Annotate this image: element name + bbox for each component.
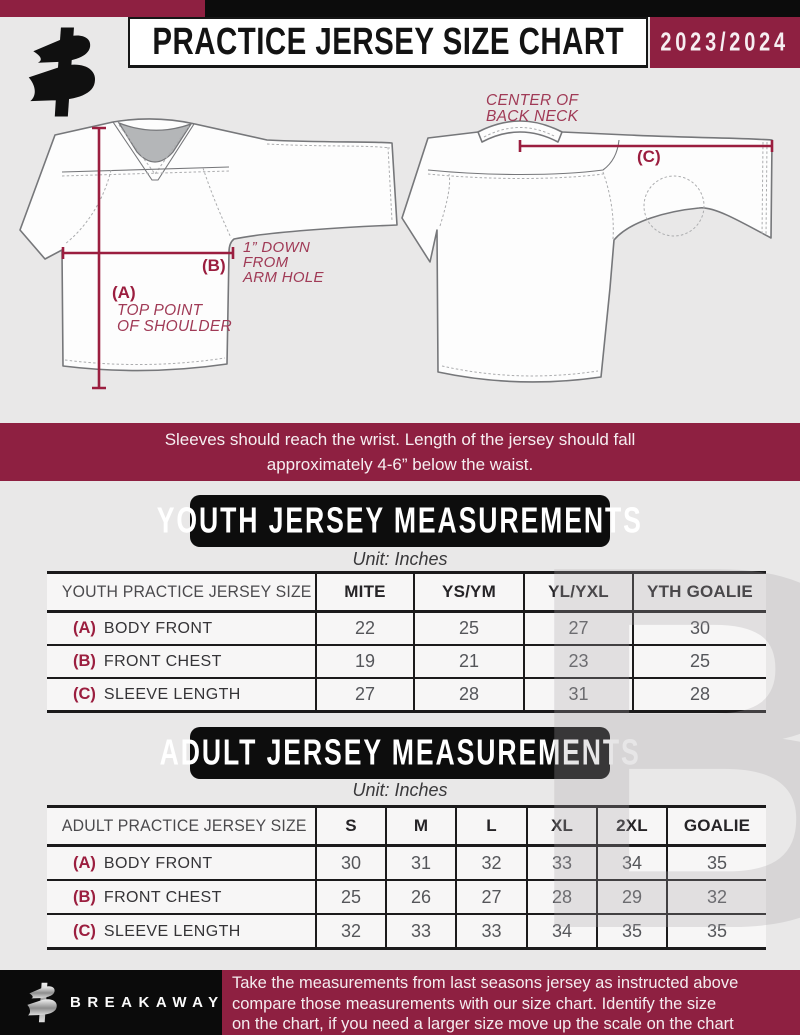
footer-note-line-3: on the chart, if you need a larger size … bbox=[232, 1015, 734, 1033]
table-cell: 35 bbox=[597, 914, 668, 950]
table-cell: 31 bbox=[524, 678, 634, 713]
footer-note-line-1: Take the measurements from last seasons … bbox=[232, 974, 739, 992]
table-row: (C) SLEEVE LENGTH 32 33 33 34 35 35 bbox=[47, 914, 766, 950]
column-header: GOALIE bbox=[667, 806, 766, 847]
row-header: (C) SLEEVE LENGTH bbox=[47, 914, 317, 950]
column-header: XL bbox=[527, 806, 598, 847]
adult-header-row: ADULT PRACTICE JERSEY SIZE S M L XL 2XL … bbox=[47, 806, 766, 847]
fit-note-line-1: Sleeves should reach the wrist. Length o… bbox=[164, 430, 636, 449]
column-header: S bbox=[316, 806, 387, 847]
measure-a-caption: TOP POINT OF SHOULDER bbox=[117, 302, 232, 335]
adult-section-heading-box: ADULT JERSEY MEASUREMENTS bbox=[159, 727, 639, 779]
table-cell: 29 bbox=[597, 880, 668, 915]
table-cell: 33 bbox=[456, 914, 528, 950]
footer: BREAKAWAY Take the measurements from las… bbox=[0, 970, 800, 1035]
measure-b-caption: 1” DOWN FROM ARM HOLE bbox=[243, 239, 324, 286]
page-title: PRACTICE JERSEY SIZE CHART bbox=[152, 20, 624, 63]
table-cell: 32 bbox=[456, 845, 528, 881]
table-cell: 35 bbox=[667, 845, 766, 881]
table-cell: 28 bbox=[633, 678, 766, 713]
page-title-box: PRACTICE JERSEY SIZE CHART bbox=[128, 17, 648, 68]
table-cell: 30 bbox=[316, 845, 387, 881]
table-row: (B) FRONT CHEST 19 21 23 25 bbox=[47, 645, 766, 679]
fit-note-banner: Sleeves should reach the wrist. Length o… bbox=[0, 423, 800, 481]
column-header: M bbox=[386, 806, 457, 847]
table-cell: 34 bbox=[527, 914, 598, 950]
breakaway-logo-icon bbox=[27, 982, 57, 1023]
table-row: (B) FRONT CHEST 25 26 27 28 29 32 bbox=[47, 880, 766, 915]
youth-header-row: YOUTH PRACTICE JERSEY SIZE MITE YS/YM YL… bbox=[47, 572, 766, 613]
table-cell: 23 bbox=[524, 645, 634, 679]
youth-unit-label: Unit: Inches bbox=[352, 549, 448, 569]
table-cell: 30 bbox=[633, 611, 766, 646]
table-cell: 25 bbox=[316, 880, 387, 915]
table-cell: 31 bbox=[386, 845, 457, 881]
table-row: (A) BODY FRONT 22 25 27 30 bbox=[47, 611, 766, 646]
footer-note: Take the measurements from last seasons … bbox=[222, 970, 800, 1035]
table-cell: 32 bbox=[316, 914, 387, 950]
adult-section-heading: ADULT JERSEY MEASUREMENTS bbox=[159, 732, 641, 773]
table-cell: 27 bbox=[456, 880, 528, 915]
back-jersey-diagram bbox=[401, 120, 774, 383]
table-cell: 28 bbox=[527, 880, 598, 915]
footer-brand-panel: BREAKAWAY bbox=[0, 970, 222, 1035]
table-cell: 27 bbox=[524, 611, 634, 646]
column-header: YTH GOALIE bbox=[633, 572, 766, 613]
season-badge: 2023/2024 bbox=[650, 17, 800, 68]
table-cell: 35 bbox=[667, 914, 766, 950]
column-header: 2XL bbox=[597, 806, 668, 847]
table-cell: 33 bbox=[386, 914, 457, 950]
table-row: (C) SLEEVE LENGTH 27 28 31 28 bbox=[47, 678, 766, 713]
fit-note-line-2: approximately 4-6” below the waist. bbox=[266, 455, 534, 474]
front-jersey-diagram bbox=[19, 118, 398, 390]
column-header: L bbox=[456, 806, 528, 847]
table-row: (A) BODY FRONT 30 31 32 33 34 35 bbox=[47, 845, 766, 881]
table-cell: 28 bbox=[414, 678, 525, 713]
table-cell: 33 bbox=[527, 845, 598, 881]
table-cell: 32 bbox=[667, 880, 766, 915]
measure-b-label: (B) bbox=[202, 256, 226, 275]
table-cell: 34 bbox=[597, 845, 668, 881]
season-label: 2023/2024 bbox=[660, 27, 790, 56]
table-cell: 19 bbox=[316, 645, 415, 679]
youth-section-heading: YOUTH JERSEY MEASUREMENTS bbox=[157, 500, 643, 541]
youth-section-heading-box: YOUTH JERSEY MEASUREMENTS bbox=[157, 495, 641, 547]
table-cell: 27 bbox=[316, 678, 415, 713]
adult-size-table: ADULT PRACTICE JERSEY SIZE S M L XL 2XL … bbox=[47, 805, 766, 950]
row-header: (B) FRONT CHEST bbox=[47, 645, 317, 679]
measure-c-label: (C) bbox=[637, 147, 661, 166]
measure-c-caption: CENTER OF BACK NECK bbox=[486, 92, 579, 125]
column-header: MITE bbox=[316, 572, 415, 613]
table-cell: 21 bbox=[414, 645, 525, 679]
row-header: (B) FRONT CHEST bbox=[47, 880, 317, 915]
top-bar-maroon bbox=[0, 0, 205, 17]
table-cell: 25 bbox=[414, 611, 525, 646]
table-cell: 25 bbox=[633, 645, 766, 679]
youth-size-table: YOUTH PRACTICE JERSEY SIZE MITE YS/YM YL… bbox=[47, 571, 766, 713]
brand-name: BREAKAWAY bbox=[70, 994, 225, 1011]
row-header: (A) BODY FRONT bbox=[47, 611, 317, 646]
column-header: YOUTH PRACTICE JERSEY SIZE bbox=[47, 572, 317, 613]
footer-note-line-2: compare those measurements with our size… bbox=[232, 994, 717, 1013]
row-header: (A) BODY FRONT bbox=[47, 845, 317, 881]
breakaway-logo-icon bbox=[28, 27, 96, 117]
adult-unit-label: Unit: Inches bbox=[352, 780, 448, 800]
measure-a-label: (A) bbox=[112, 283, 136, 302]
column-header: YS/YM bbox=[414, 572, 525, 613]
table-cell: 26 bbox=[386, 880, 457, 915]
column-header: ADULT PRACTICE JERSEY SIZE bbox=[47, 806, 317, 847]
table-cell: 22 bbox=[316, 611, 415, 646]
column-header: YL/YXL bbox=[524, 572, 634, 613]
row-header: (C) SLEEVE LENGTH bbox=[47, 678, 317, 713]
